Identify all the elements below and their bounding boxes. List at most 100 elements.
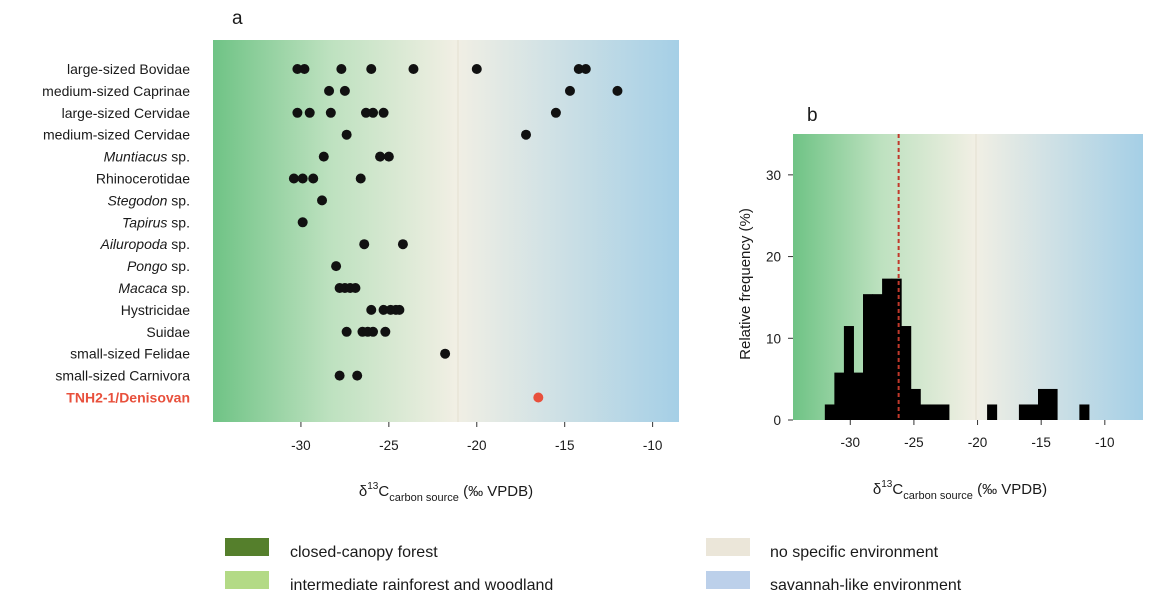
histogram-bar	[1018, 404, 1039, 420]
data-point	[352, 370, 363, 381]
panel-b-y-ticks: 0 10 20 30	[766, 168, 793, 428]
data-point	[580, 64, 591, 74]
x-tick-label: -30	[841, 435, 861, 450]
legend-label: intermediate rainforest and woodland	[290, 577, 553, 594]
panel-a-points	[288, 64, 623, 403]
panel-a-x-ticks: -30 -25 -20 -15 -10	[291, 422, 662, 453]
category-label: large-sized Cervidae	[62, 105, 191, 121]
data-point	[292, 107, 303, 118]
data-point	[341, 129, 352, 140]
data-point	[341, 326, 352, 337]
data-point	[359, 239, 370, 250]
legend-label: savannah-like environment	[770, 577, 962, 594]
x-tick-label: -25	[379, 438, 399, 453]
data-point	[397, 239, 408, 250]
data-point	[325, 107, 336, 118]
x-tick-label: -15	[555, 438, 575, 453]
data-point	[383, 151, 394, 162]
data-point	[304, 107, 315, 118]
panel-b-y-axis-label: Relative frequency (%)	[737, 208, 754, 360]
category-label: medium-sized Cervidae	[43, 127, 190, 143]
legend-swatch	[225, 571, 269, 589]
category-label: Pongo sp.	[127, 258, 190, 274]
histogram-bar	[920, 404, 931, 420]
x-tick-label: -20	[968, 435, 988, 450]
data-point	[350, 283, 361, 293]
data-point	[375, 151, 386, 162]
panel-a-x-axis-label: δ13Ccarbon source (‰ VPDB)	[359, 481, 533, 504]
histogram-bar	[929, 404, 950, 420]
x-tick-label: -25	[904, 435, 924, 450]
category-label: Rhinocerotidae	[96, 171, 190, 187]
histogram-bar	[872, 294, 883, 420]
category-label: Tapirus sp.	[122, 214, 190, 230]
panel-b: b -30 -25 -20 -15 -10 0 10 20 30 Relative frequ…	[737, 105, 1143, 502]
data-point	[573, 64, 584, 74]
data-point	[366, 64, 377, 74]
x-tick-label: -10	[1095, 435, 1115, 450]
category-label: small-sized Carnivora	[55, 368, 190, 384]
histogram-bar	[987, 404, 998, 420]
data-point	[564, 85, 575, 96]
x-tick-label: -10	[643, 438, 663, 453]
data-point	[339, 85, 350, 96]
category-label: Macaca sp.	[118, 280, 190, 296]
data-point	[292, 64, 303, 74]
data-point	[378, 107, 389, 118]
data-point	[297, 173, 308, 184]
data-point	[317, 195, 328, 206]
category-label: small-sized Felidae	[70, 346, 190, 362]
category-label: Stegodon sp.	[107, 192, 190, 208]
x-tick-label: -30	[291, 438, 311, 453]
histogram-bar	[1079, 404, 1090, 420]
category-label: Hystricidae	[121, 302, 190, 318]
legend-swatch	[706, 571, 750, 589]
x-tick-label: -20	[467, 438, 487, 453]
legend-label: no specific environment	[770, 544, 939, 561]
data-point	[336, 64, 347, 74]
data-point	[308, 173, 319, 184]
y-tick-label: 20	[766, 250, 781, 265]
data-point	[318, 151, 329, 162]
histogram-bar	[863, 294, 874, 420]
data-point	[299, 64, 310, 74]
data-point	[360, 107, 371, 118]
histogram-bar	[843, 326, 854, 420]
data-point	[355, 173, 366, 184]
data-point	[380, 326, 391, 337]
data-point	[612, 85, 623, 96]
category-label: Ailuropoda sp.	[99, 236, 190, 252]
legend-label: closed-canopy forest	[290, 544, 438, 561]
histogram-bar	[882, 278, 893, 420]
data-point	[471, 64, 482, 74]
data-point	[368, 107, 379, 118]
data-point	[378, 304, 389, 315]
panel-a-plot-background	[213, 40, 679, 422]
panel-a: a large-sized Bovidae medium-sized Caprin…	[42, 8, 679, 504]
data-point	[440, 348, 451, 359]
histogram-bar	[834, 372, 845, 420]
histogram-bar	[901, 326, 912, 420]
data-point	[331, 261, 342, 272]
panel-b-x-ticks: -30 -25 -20 -15 -10	[841, 420, 1115, 450]
panel-b-label: b	[807, 105, 818, 126]
legend: closed-canopy forest intermediate rainfor…	[225, 538, 962, 594]
data-point	[408, 64, 419, 74]
data-point	[366, 304, 377, 315]
category-label: Suidae	[146, 324, 190, 340]
data-point	[394, 304, 405, 315]
data-point	[521, 129, 532, 140]
data-point	[297, 217, 308, 228]
data-point	[334, 370, 345, 381]
panel-a-label: a	[232, 8, 243, 29]
histogram-bar	[824, 404, 835, 420]
data-point	[550, 107, 561, 118]
histogram-bar	[910, 388, 921, 420]
histogram-bar	[853, 372, 864, 420]
category-label: large-sized Bovidae	[67, 61, 190, 77]
x-tick-label: -15	[1031, 435, 1051, 450]
panel-b-x-axis-label: δ13Ccarbon source (‰ VPDB)	[873, 479, 1047, 502]
y-tick-label: 30	[766, 168, 781, 183]
histogram-bar	[891, 278, 902, 420]
